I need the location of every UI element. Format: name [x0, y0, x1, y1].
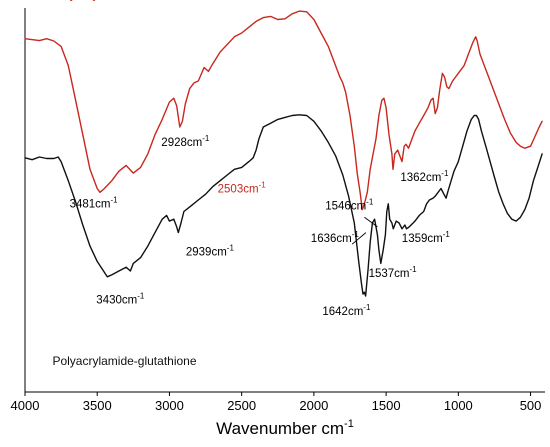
annotation-layer: Polyacrylamide Polyacrylamide-glutathione… — [52, 0, 450, 368]
peak-label-2928: 2928cm-1 — [161, 134, 210, 149]
series-line-polyacrylamide — [24, 10, 543, 211]
annotation-leader-line — [364, 216, 378, 228]
x-tick-label: 500 — [520, 398, 542, 413]
series-layer — [24, 10, 543, 297]
x-tick-label: 1000 — [444, 398, 473, 413]
annotation-leader-line — [351, 232, 367, 245]
x-tick-label: 3500 — [83, 398, 112, 413]
x-tick-label: 3000 — [155, 398, 184, 413]
peak-label-3430: 3430cm-1 — [96, 292, 145, 307]
peak-label-2939: 2939cm-1 — [186, 244, 235, 259]
x-tick-layer: 4000 3500 3000 2500 2000 1500 1000 500 — [11, 392, 542, 413]
peak-label-2503: 2503cm-1 — [218, 180, 267, 195]
peak-label-1362: 1362cm-1 — [400, 169, 449, 184]
x-axis-title: Wavenumber cm-1 — [216, 418, 354, 438]
x-tick-label: 2500 — [227, 398, 256, 413]
peak-label-1636: 1636cm-1 — [311, 230, 360, 245]
series-label-polyacrylamide-glutathione: Polyacrylamide-glutathione — [52, 354, 196, 368]
peak-label-3481: 3481cm-1 — [70, 196, 119, 211]
peak-label-1642: 1642cm-1 — [322, 303, 371, 318]
peak-label-1537: 1537cm-1 — [369, 265, 418, 280]
x-tick-label: 2000 — [299, 398, 328, 413]
series-label-polyacrylamide: Polyacrylamide — [52, 0, 134, 1]
peak-label-1546: 1546cm-1 — [325, 198, 374, 213]
x-tick-label: 4000 — [11, 398, 40, 413]
x-tick-label: 1500 — [372, 398, 401, 413]
series-line-polyacrylamide-glutathione — [24, 114, 543, 297]
peak-label-1359: 1359cm-1 — [402, 230, 451, 245]
